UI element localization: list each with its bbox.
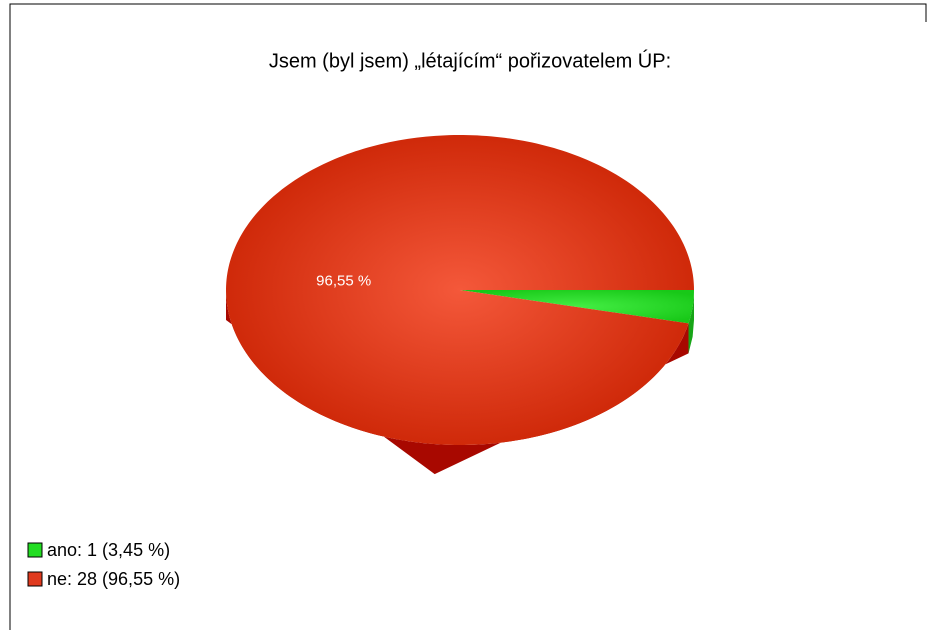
slice-side <box>688 290 694 354</box>
data-label: 96,55 % <box>316 273 371 290</box>
legend-label: ne: 28 (96,55 %) <box>47 569 180 589</box>
slice <box>460 290 694 324</box>
legend-swatch <box>27 542 43 558</box>
frame <box>9 3 927 630</box>
chart-title: Jsem (byl jsem) „létajícím“ pořizovatele… <box>269 49 671 72</box>
legend-swatch <box>27 571 43 587</box>
slice <box>226 135 694 445</box>
legend-label: ano: 1 (3,45 %) <box>47 540 170 560</box>
